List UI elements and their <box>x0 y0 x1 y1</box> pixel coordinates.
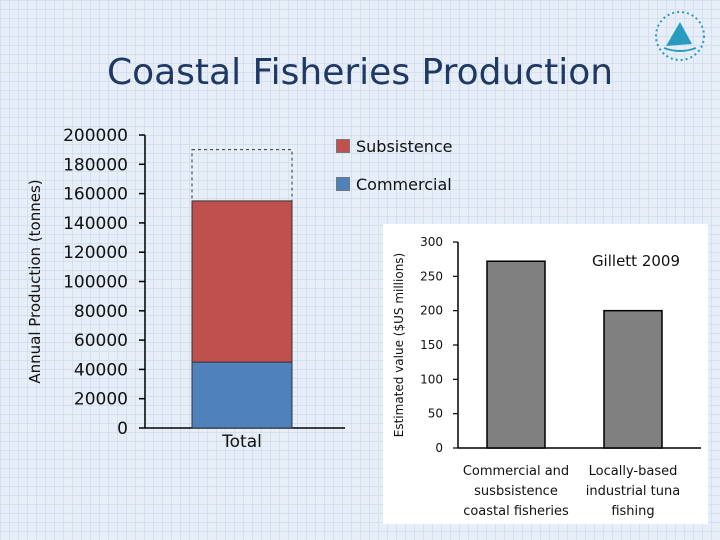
inset-x-tick-label: fishing <box>611 504 654 519</box>
inset-chart-panel: 0 50 100 150 200 250 300 Estimated value ($US m… <box>383 224 708 524</box>
y-tick-label: 100000 <box>63 273 128 293</box>
inset-x-tick-label: Commercial and <box>463 464 569 479</box>
legend: Subsistence Commercial <box>336 136 452 212</box>
inset-y-tick-label: 100 <box>420 372 443 386</box>
y-tick-label: 40000 <box>74 360 128 380</box>
legend-swatch-subsistence <box>336 139 350 153</box>
legend-item-commercial: Commercial <box>336 174 452 194</box>
y-tick-label: 180000 <box>63 155 128 175</box>
inset-x-tick-label: coastal fisheries <box>463 504 569 519</box>
legend-label-subsistence: Subsistence <box>356 136 453 156</box>
y-tick-label: 0 <box>117 419 128 439</box>
inset-annotation: Gillett 2009 <box>592 252 680 270</box>
y-tick-label: 140000 <box>63 214 128 234</box>
inset-y-tick-label: 250 <box>420 269 443 283</box>
y-tick-label: 160000 <box>63 185 128 205</box>
bar-subsistence <box>191 200 293 363</box>
inset-y-tick-label: 150 <box>420 338 443 352</box>
inset-bar <box>486 260 546 449</box>
y-tick-label: 60000 <box>74 331 128 351</box>
y-tick-label: 120000 <box>63 243 128 263</box>
y-tick-label: 20000 <box>74 390 128 410</box>
inset-y-tick-label: 50 <box>428 407 443 421</box>
inset-y-tick-label: 200 <box>420 304 443 318</box>
x-tick-label: Total <box>221 432 262 452</box>
inset-x-tick-label: Locally-based <box>589 464 678 479</box>
y-tick-label: 200000 <box>63 126 128 146</box>
inset-x-tick-label: industrial tuna <box>586 484 680 499</box>
legend-swatch-commercial <box>336 177 350 191</box>
logo-icon <box>655 11 705 61</box>
y-axis-label: Annual Production (tonnes) <box>26 179 44 383</box>
inset-y-tick-label: 0 <box>435 441 443 455</box>
bar-commercial <box>191 361 293 429</box>
inset-x-tick-label: susbsistence <box>474 484 558 499</box>
inset-bar <box>603 309 663 449</box>
y-tick-label: 80000 <box>74 302 128 322</box>
value-chart: 0 50 100 150 200 250 300 Estimated value ($US m… <box>392 235 701 519</box>
inset-y-axis-label: Estimated value ($US millions) <box>392 253 406 437</box>
legend-label-commercial: Commercial <box>356 174 452 194</box>
page-title: Coastal Fisheries Production <box>106 52 614 93</box>
inset-y-tick-label: 300 <box>420 235 443 249</box>
legend-item-subsistence: Subsistence <box>336 136 452 156</box>
